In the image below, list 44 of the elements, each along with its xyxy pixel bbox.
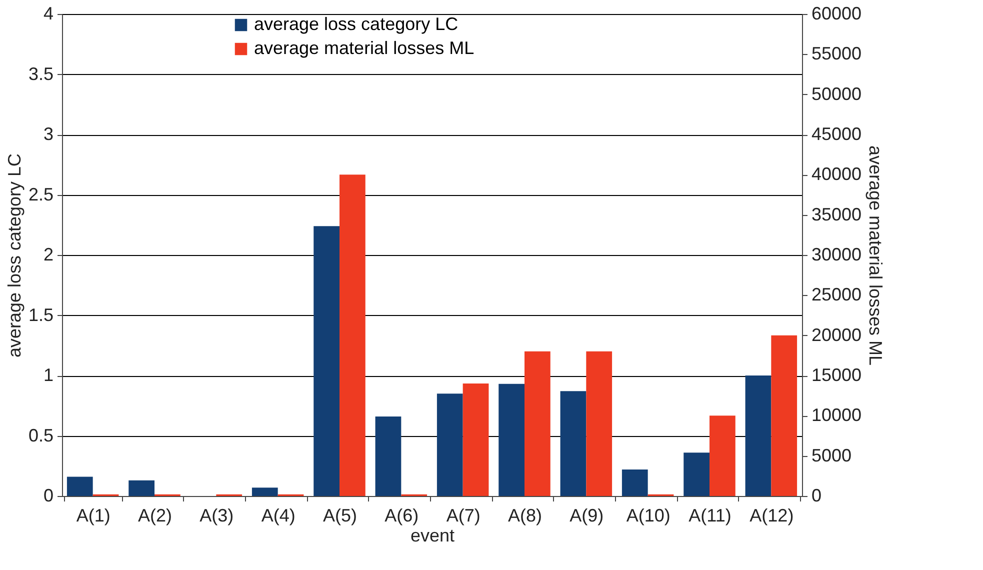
y2-tick-label: 40000 (812, 164, 862, 184)
y-tick-label: 3 (43, 124, 54, 144)
y2-tick-label: 5000 (812, 445, 852, 466)
x-tick-label: A(5) (322, 506, 358, 526)
y-tick-label: 0.5 (28, 425, 54, 446)
y-tick-label: 3.5 (28, 64, 54, 84)
bar (622, 469, 648, 496)
y-axis-title: average loss category LC (4, 153, 24, 358)
y2-tick-label: 10000 (812, 405, 862, 426)
y2-tick-label: 25000 (812, 284, 862, 305)
y-tick-label: 2.5 (28, 184, 54, 204)
x-tick-label: A(6) (384, 506, 419, 526)
y2-tick-label: 55000 (812, 44, 862, 64)
y-tick-label: 4 (43, 4, 54, 24)
y2-tick-label: 0 (812, 486, 822, 506)
bar (128, 480, 154, 496)
y2-axis-title: average material losses ML (866, 145, 886, 366)
y2-tick-label: 15000 (812, 365, 862, 385)
y-tick-label: 2 (43, 244, 54, 264)
y-tick-label: 0 (43, 486, 54, 506)
bar (375, 416, 402, 496)
x-tick-label: A(7) (446, 506, 480, 526)
legend-label: average material losses ML (254, 38, 474, 58)
y2-tick-label: 20000 (812, 324, 862, 345)
x-tick-label: A(12) (750, 506, 794, 526)
x-tick-label: A(2) (138, 506, 172, 526)
y2-tick-label: 30000 (812, 244, 862, 264)
y2-tick-label: 60000 (812, 4, 862, 24)
y-tick-label: 1 (43, 365, 54, 385)
bar (252, 488, 278, 496)
y-tick-label: 1.5 (28, 304, 54, 325)
x-tick-label: A(1) (76, 506, 110, 526)
y2-tick-label: 50000 (812, 84, 862, 104)
x-tick-label: A(8) (508, 506, 542, 526)
x-tick-label: A(10) (626, 506, 670, 526)
x-tick-label: A(11) (688, 506, 732, 526)
legend-label: average loss category LC (254, 14, 458, 34)
x-tick-label: A(9) (570, 506, 604, 526)
y2-tick-label: 35000 (812, 204, 862, 224)
x-axis-title: event (410, 526, 455, 546)
x-tick-label: A(3) (200, 506, 234, 526)
x-tick-label: A(4) (261, 506, 296, 526)
bar (66, 476, 93, 496)
y2-tick-label: 45000 (812, 124, 862, 144)
